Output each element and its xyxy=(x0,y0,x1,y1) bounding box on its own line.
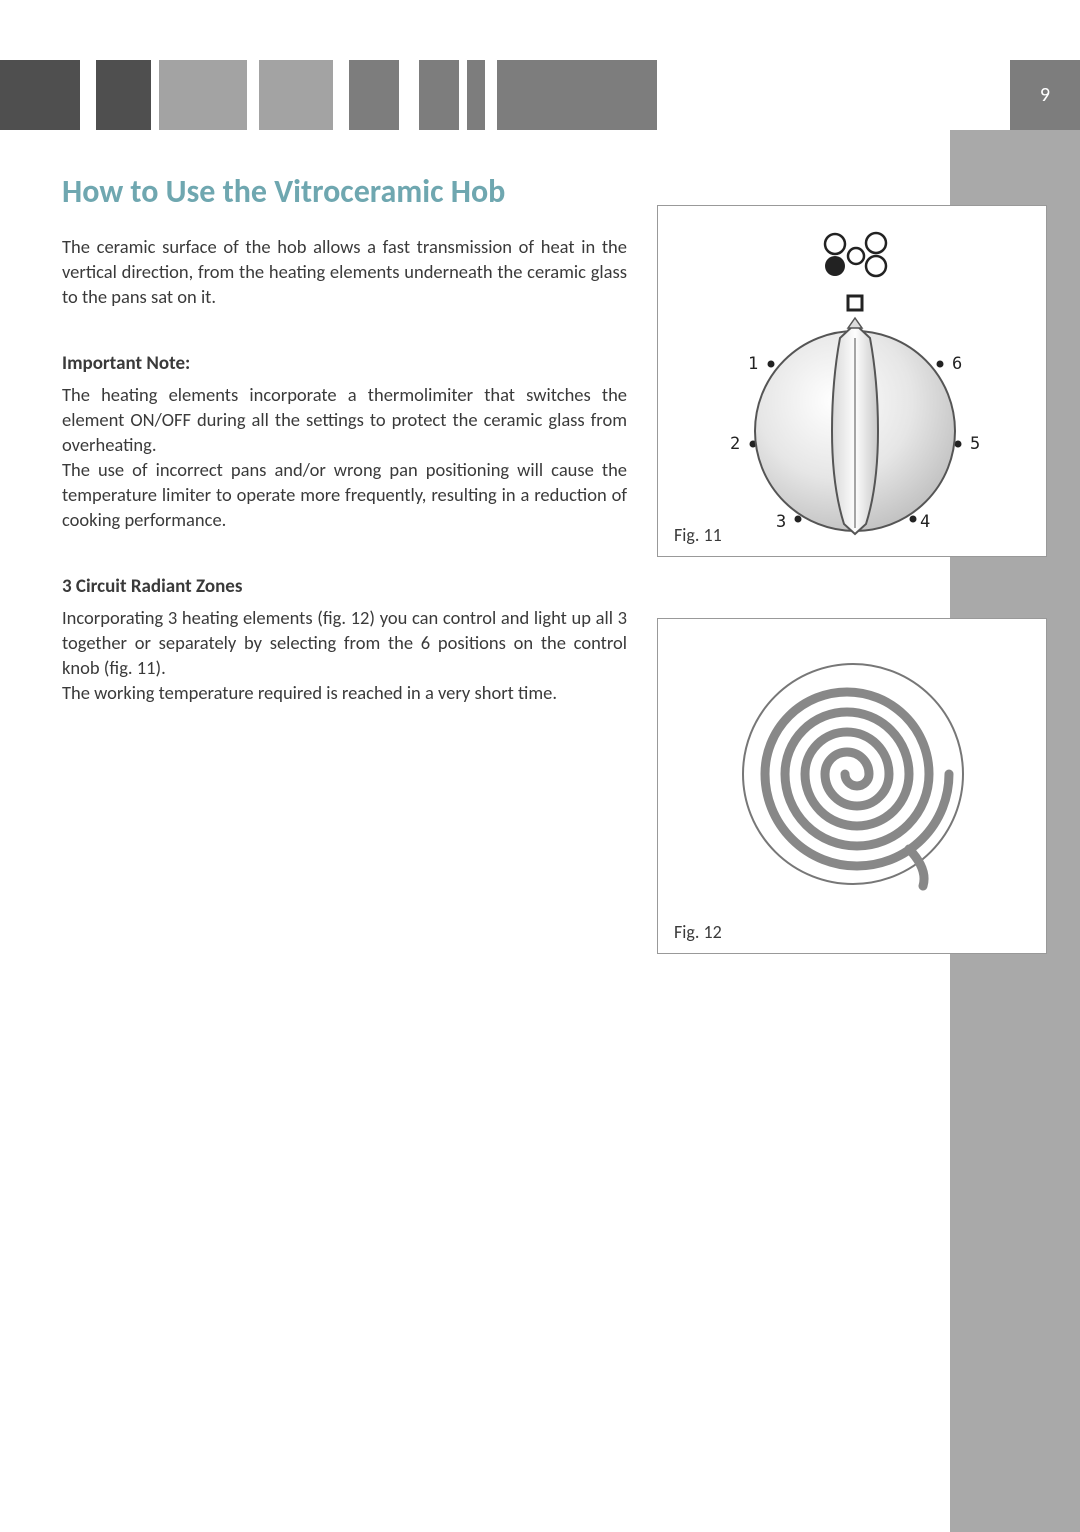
knob-pos-4: 4 xyxy=(920,512,931,532)
header-block xyxy=(96,60,151,130)
page-number: 9 xyxy=(1010,60,1080,130)
section-paragraph: The working temperature required is reac… xyxy=(62,681,627,706)
section-paragraph: The heating elements incorporate a therm… xyxy=(62,383,627,458)
header-block xyxy=(247,60,259,130)
main-content: How to Use the Vitroceramic Hob The cera… xyxy=(62,172,627,748)
header-block xyxy=(399,60,419,130)
section-paragraph: The use of incorrect pans and/or wrong p… xyxy=(62,458,627,533)
knob-pos-1: 1 xyxy=(748,354,759,374)
radiant-element-diagram xyxy=(658,619,1048,955)
figure-12: Fig. 12 xyxy=(657,618,1047,954)
knob-pos-6: 6 xyxy=(952,354,963,374)
header-block xyxy=(485,60,497,130)
header-block xyxy=(259,60,333,130)
section-heading-important-note: Important Note: xyxy=(62,352,627,375)
figure-11: 1 2 3 4 5 6 Fig. 11 xyxy=(657,205,1047,557)
header-block xyxy=(159,60,247,130)
header-block xyxy=(80,60,96,130)
knob-pos-2: 2 xyxy=(730,434,741,454)
header-block xyxy=(349,60,399,130)
header-block xyxy=(459,60,467,130)
header-block xyxy=(151,60,159,130)
header-block xyxy=(497,60,657,130)
knob-pos-3: 3 xyxy=(776,512,787,532)
header-band xyxy=(0,60,1080,130)
page-number-text: 9 xyxy=(1040,83,1050,107)
knob-pos-5: 5 xyxy=(970,434,981,454)
section-paragraph: Incorporating 3 heating elements (fig. 1… xyxy=(62,606,627,681)
figure-12-caption: Fig. 12 xyxy=(674,921,722,943)
intro-paragraph: The ceramic surface of the hob allows a … xyxy=(62,235,627,310)
section-heading-radiant-zones: 3 Circuit Radiant Zones xyxy=(62,575,627,598)
control-knob-diagram xyxy=(658,206,1048,558)
header-block xyxy=(419,60,459,130)
header-block xyxy=(467,60,485,130)
figure-11-caption: Fig. 11 xyxy=(674,524,722,546)
header-block xyxy=(0,60,80,130)
page-title: How to Use the Vitroceramic Hob xyxy=(62,172,627,211)
header-block xyxy=(333,60,349,130)
